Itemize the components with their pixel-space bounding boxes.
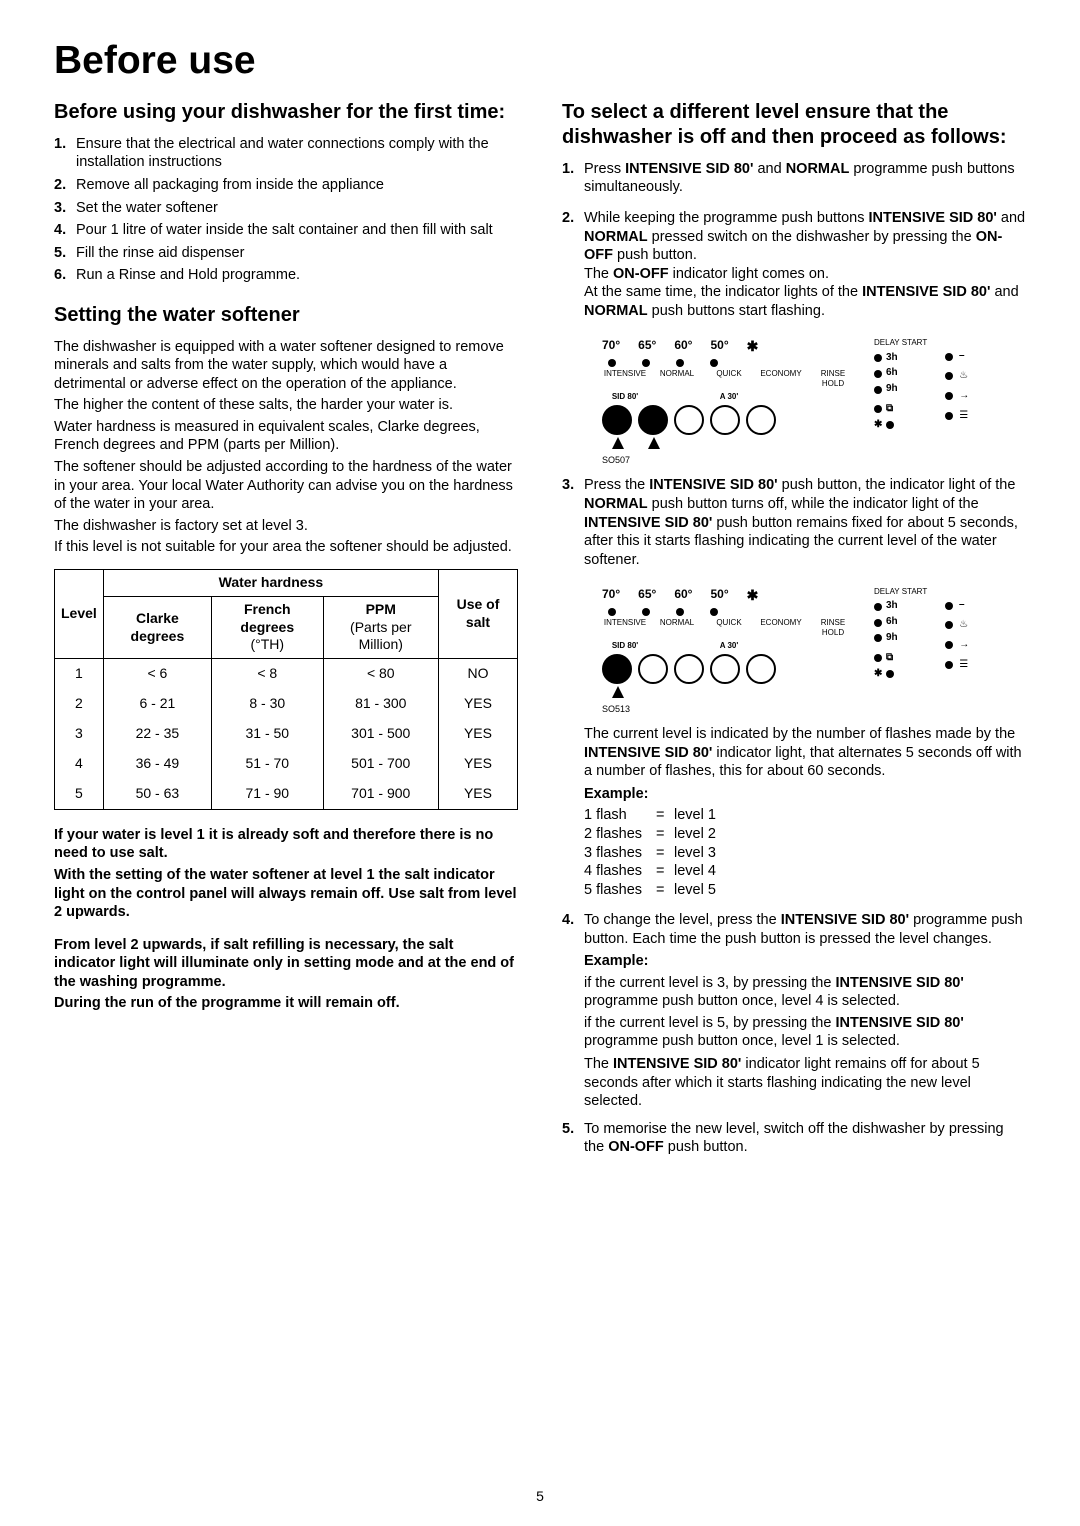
two-column-layout: Before using your dishwasher for the fir… [54, 100, 1026, 1175]
button-economy [710, 405, 740, 435]
arrow-up-icon [612, 437, 624, 449]
paragraph: If this level is not suitable for your a… [54, 538, 518, 557]
list-item: 3. Press the INTENSIVE SID 80' push butt… [562, 476, 1026, 569]
list-item: 4. To change the level, press the INTENS… [562, 911, 1026, 1113]
button-quick [674, 405, 704, 435]
heading-select-level: To select a different level ensure that … [562, 100, 1026, 150]
control-panel-diagram-1: 70° 65° 60° 50° ✱ INTENSIVE NORMAL QUICK… [602, 338, 1026, 466]
list-item: 5. To memorise the new level, switch off… [562, 1120, 1026, 1157]
list-item: 3.Set the water softener [54, 199, 518, 218]
button-normal [638, 405, 668, 435]
th-clarke: Clarke degrees [103, 596, 211, 659]
th-french: French degrees(°TH) [211, 596, 323, 659]
list-item: 6.Run a Rinse and Hold programme. [54, 266, 518, 285]
paragraph: The dishwasher is factory set at level 3… [54, 517, 518, 536]
list-item: 1.Ensure that the electrical and water c… [54, 135, 518, 172]
prewash-icon: ⎯ [959, 599, 964, 612]
first-time-steps: 1.Ensure that the electrical and water c… [54, 135, 518, 285]
button-rinse-hold [746, 654, 776, 684]
select-level-steps-cont: 3. Press the INTENSIVE SID 80' push butt… [562, 476, 1026, 569]
right-column: To select a different level ensure that … [562, 100, 1026, 1175]
left-column: Before using your dishwasher for the fir… [54, 100, 518, 1175]
select-level-steps: 1. Press INTENSIVE SID 80' and NORMAL pr… [562, 160, 1026, 320]
paragraph: The higher the content of these salts, t… [54, 396, 518, 415]
diagram-ref: SO507 [602, 455, 1026, 467]
heading-softener: Setting the water softener [54, 303, 518, 328]
dry-icon: ☰ [959, 659, 968, 672]
paragraph: Water hardness is measured in equivalent… [54, 418, 518, 455]
paragraph: The dishwasher is equipped with a water … [54, 338, 518, 394]
control-panel-diagram-2: 70° 65° 60° 50° ✱ INTENSIVE NORMAL QUICK… [602, 587, 1026, 715]
list-item: 2.Remove all packaging from inside the a… [54, 176, 518, 195]
snowflake-icon: ✱ [874, 668, 882, 681]
list-item: 5.Fill the rinse aid dispenser [54, 244, 518, 263]
flash-level-table: 1 flash=level 1 2 flashes=level 2 3 flas… [584, 806, 1026, 899]
paragraph: The softener should be adjusted accordin… [54, 458, 518, 514]
salt-icon: ⧉ [886, 652, 893, 665]
table-row: 1 2 3 4 5 < 6 6 - 21 22 - 35 36 - 49 50 … [55, 659, 518, 810]
water-hardness-table: Level Water hardness Use of salt Clarke … [54, 569, 518, 810]
diagram-ref: SO513 [602, 704, 1026, 716]
th-level: Level [55, 569, 104, 659]
select-level-steps-cont2: 4. To change the level, press the INTENS… [562, 911, 1026, 1157]
page-number: 5 [0, 1488, 1080, 1506]
step3-text: The current level is indicated by the nu… [584, 725, 1026, 899]
button-normal [638, 654, 668, 684]
note-level2: From level 2 upwards, if salt refilling … [54, 936, 518, 992]
list-item: 4.Pour 1 litre of water inside the salt … [54, 221, 518, 240]
note-level1-off: With the setting of the water softener a… [54, 866, 518, 922]
button-economy [710, 654, 740, 684]
rinse-icon: → [959, 390, 969, 403]
button-intensive [602, 405, 632, 435]
page-title: Before use [54, 36, 1026, 86]
list-item: 2. While keeping the programme push butt… [562, 209, 1026, 320]
th-ppm: PPM(Parts per Million) [323, 596, 438, 659]
button-rinse-hold [746, 405, 776, 435]
dry-icon: ☰ [959, 410, 968, 423]
note-level1: If your water is level 1 it is already s… [54, 826, 518, 863]
th-water-hardness: Water hardness [103, 569, 438, 596]
snowflake-icon: ✱ [747, 338, 759, 356]
snowflake-icon: ✱ [747, 587, 759, 605]
prewash-icon: ⎯ [959, 350, 964, 363]
note-run-off: During the run of the programme it will … [54, 994, 518, 1013]
rinse-icon: → [959, 639, 969, 652]
th-use-salt: Use of salt [438, 569, 517, 659]
snowflake-icon: ✱ [874, 419, 882, 432]
heading-before-first-time: Before using your dishwasher for the fir… [54, 100, 518, 125]
arrow-up-icon [612, 686, 624, 698]
wash-icon: ♨ [959, 370, 968, 383]
salt-icon: ⧉ [886, 403, 893, 416]
button-quick [674, 654, 704, 684]
button-intensive [602, 654, 632, 684]
softener-text: The dishwasher is equipped with a water … [54, 338, 518, 557]
list-item: 1. Press INTENSIVE SID 80' and NORMAL pr… [562, 160, 1026, 197]
arrow-up-icon [648, 437, 660, 449]
wash-icon: ♨ [959, 619, 968, 632]
